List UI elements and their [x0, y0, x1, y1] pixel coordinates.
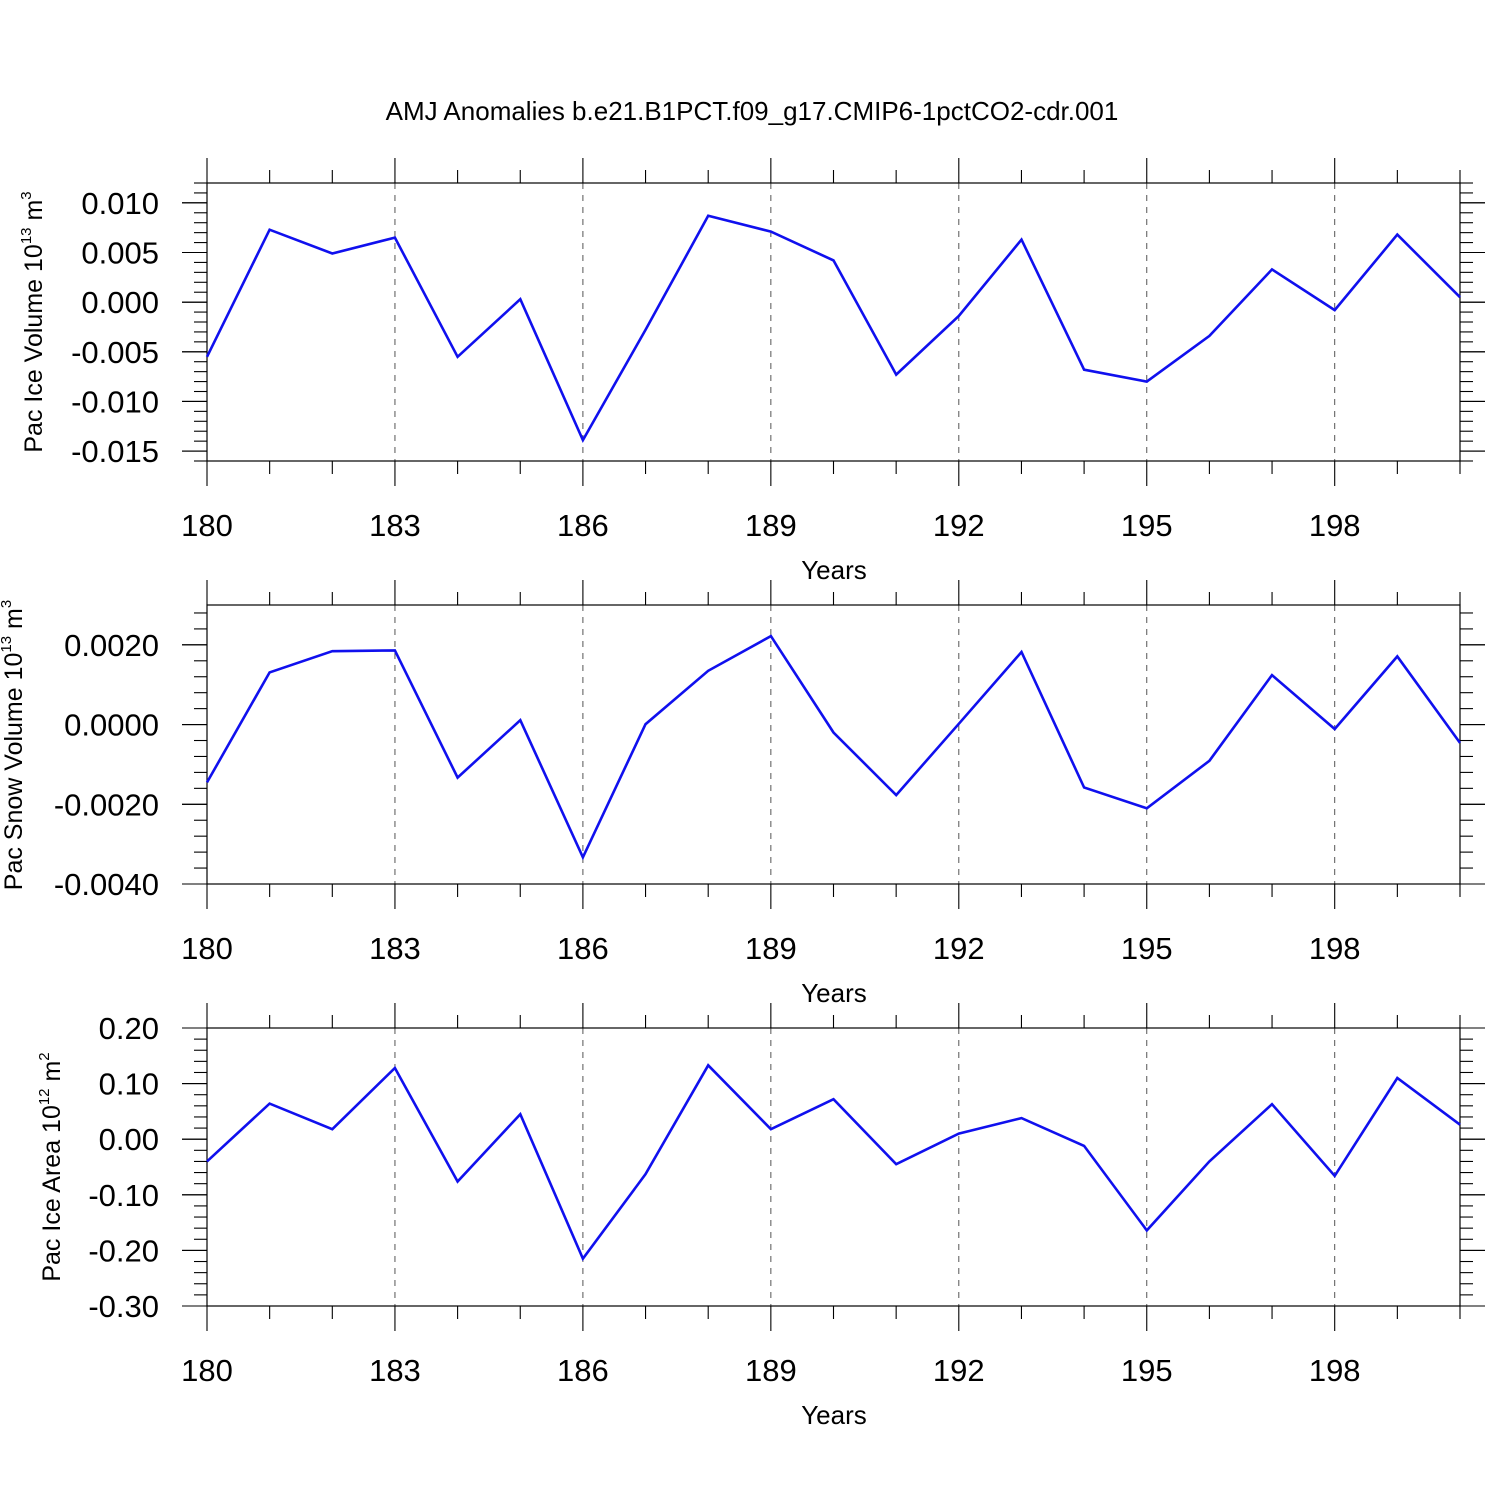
plot-frame	[206, 1027, 1461, 1307]
y-tick-label: -0.005	[71, 335, 159, 370]
x-tick-label: 180	[181, 508, 233, 543]
x-tick-label: 189	[745, 1353, 797, 1388]
y-tick-label: 0.20	[99, 1011, 159, 1046]
series-line	[206, 1063, 1461, 1262]
y-tick-label: 0.005	[81, 236, 159, 271]
y-tick-label: -0.0040	[54, 867, 159, 902]
x-tick-label: 183	[369, 508, 421, 543]
series-line	[205, 214, 1461, 443]
x-tick-label: 195	[1121, 1353, 1173, 1388]
y-tick-label: 0.0020	[64, 628, 159, 663]
y-tick-label: -0.20	[88, 1233, 159, 1268]
x-tick-label: 192	[933, 1353, 985, 1388]
chart-panel-3: 180 183 186 189 192 195 198 0.20 0.10 0.00 -0.10 -0…	[36, 1003, 1485, 1430]
y-tick-label: -0.0020	[54, 787, 159, 822]
y-tick-label: -0.10	[88, 1178, 159, 1213]
y-tick-label: 0.000	[81, 285, 159, 320]
chart-panel-1: 180 183 186 189 192 195 198 0.010 0.005 0.000 -0.0…	[18, 158, 1485, 585]
chart-title: AMJ Anomalies b.e21.B1PCT.f09_g17.CMIP6-…	[386, 96, 1119, 126]
y-axis-title: Pac Ice Area 1012 m2	[36, 1052, 66, 1281]
panels: 180 183 186 189 192 195 198 0.010 0.005 0.000 -0.0…	[0, 158, 1485, 1430]
y-tick-label: 0.10	[99, 1067, 159, 1102]
x-axis-title: Years	[801, 1400, 867, 1430]
x-tick-label: 180	[181, 931, 233, 966]
x-tick-label: 183	[369, 931, 421, 966]
x-tick-label: 192	[933, 931, 985, 966]
plot-frame	[206, 604, 1461, 885]
y-tick-label: -0.015	[71, 434, 159, 469]
x-tick-label: 195	[1121, 931, 1173, 966]
chart-panel-2: 180 183 186 189 192 195 198 0.0020 0.0000 -0.0020…	[0, 580, 1485, 1008]
x-tick-label: 195	[1121, 508, 1173, 543]
series-line	[205, 634, 1462, 861]
x-tick-label: 198	[1309, 508, 1361, 543]
y-tick-label: -0.010	[71, 384, 159, 419]
x-tick-label: 186	[557, 1353, 609, 1388]
x-tick-label: 186	[557, 508, 609, 543]
x-tick-label: 180	[181, 1353, 233, 1388]
x-tick-label: 198	[1309, 931, 1361, 966]
x-axis-title: Years	[801, 978, 867, 1008]
y-tick-label: 0.0000	[64, 708, 159, 743]
y-tick-label: -0.30	[88, 1289, 159, 1324]
x-tick-label: 198	[1309, 1353, 1361, 1388]
y-axis-title: Pac Ice Volume 1013 m3	[18, 191, 48, 452]
x-tick-label: 189	[745, 508, 797, 543]
y-axis-title: Pac Snow Volume 1013 m3	[0, 600, 28, 890]
x-tick-label: 189	[745, 931, 797, 966]
x-tick-label: 183	[369, 1353, 421, 1388]
x-tick-label: 192	[933, 508, 985, 543]
x-axis-title: Years	[801, 555, 867, 585]
x-tick-label: 186	[557, 931, 609, 966]
y-tick-label: 0.00	[99, 1122, 159, 1157]
y-tick-label: 0.010	[81, 186, 159, 221]
plot-frame	[206, 182, 1461, 462]
